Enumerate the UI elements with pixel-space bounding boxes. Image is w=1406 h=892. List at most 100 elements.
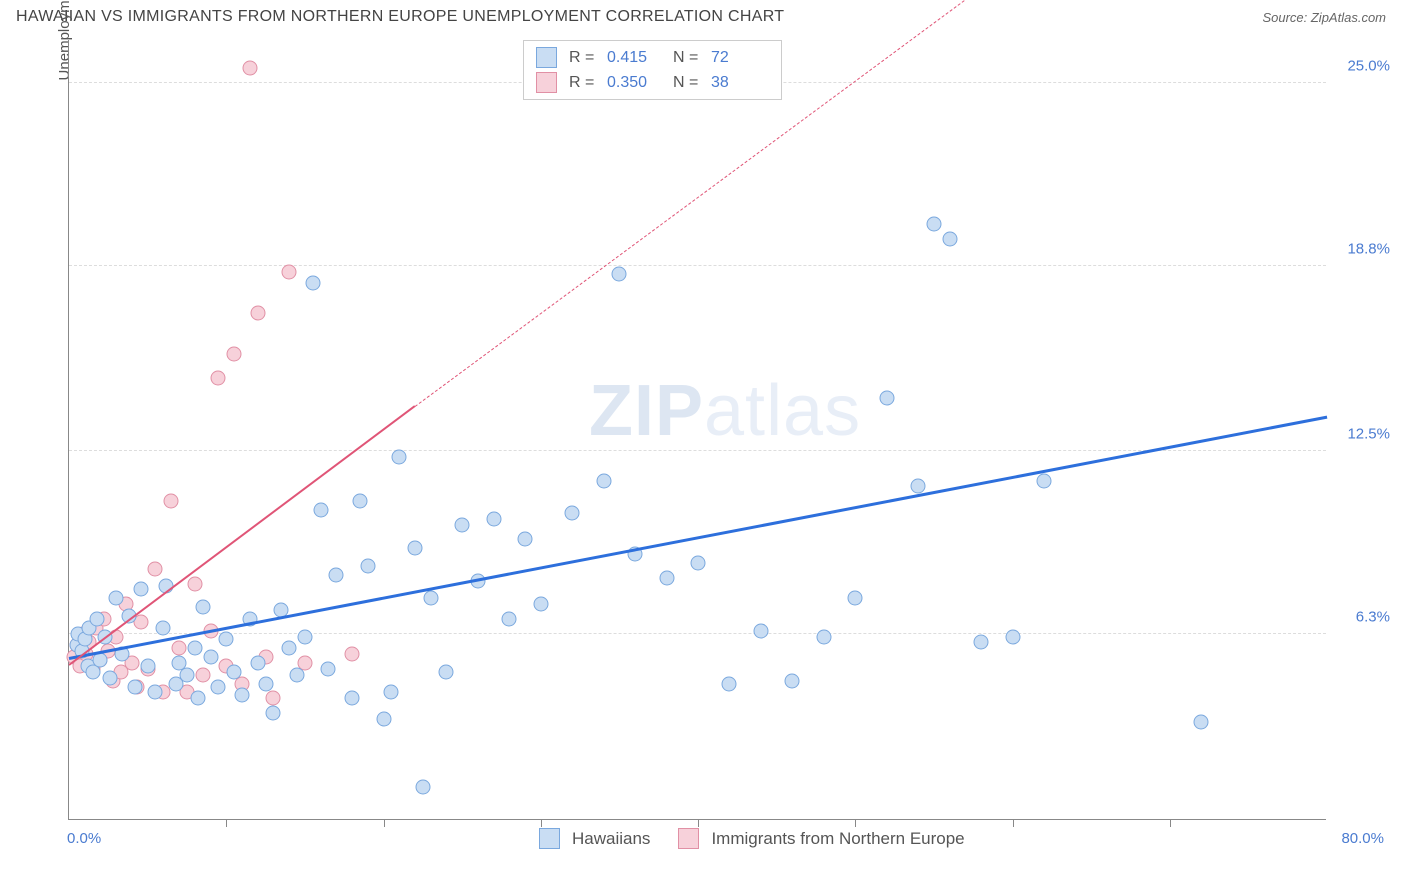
- series-legend: Hawaiians Immigrants from Northern Europe: [539, 828, 965, 849]
- data-point: [423, 591, 438, 606]
- data-point: [102, 670, 117, 685]
- data-point: [407, 541, 422, 556]
- x-axis-label: 80.0%: [1341, 830, 1384, 847]
- legend-n-value: 72: [711, 49, 769, 67]
- trend-line: [69, 416, 1328, 660]
- data-point: [190, 691, 205, 706]
- data-point: [533, 597, 548, 612]
- data-point: [518, 532, 533, 547]
- data-point: [179, 667, 194, 682]
- data-point: [486, 511, 501, 526]
- data-point: [242, 61, 257, 76]
- data-point: [565, 505, 580, 520]
- legend-r-value: 0.350: [607, 74, 665, 92]
- legend-r-label: R =: [569, 74, 599, 92]
- data-point: [266, 706, 281, 721]
- y-tick-label: 6.3%: [1356, 608, 1390, 625]
- data-point: [195, 600, 210, 615]
- data-point: [250, 305, 265, 320]
- legend-series-name: Immigrants from Northern Europe: [711, 829, 964, 849]
- data-point: [753, 623, 768, 638]
- data-point: [321, 661, 336, 676]
- data-point: [439, 664, 454, 679]
- data-point: [258, 676, 273, 691]
- legend-series-name: Hawaiians: [572, 829, 650, 849]
- data-point: [282, 641, 297, 656]
- x-tick: [855, 819, 856, 827]
- legend-r-label: R =: [569, 49, 599, 67]
- source-label: Source: ZipAtlas.com: [1262, 10, 1386, 25]
- data-point: [227, 664, 242, 679]
- y-tick-label: 12.5%: [1347, 426, 1390, 443]
- data-point: [313, 502, 328, 517]
- data-point: [134, 582, 149, 597]
- data-point: [128, 679, 143, 694]
- data-point: [1005, 629, 1020, 644]
- y-tick-label: 18.8%: [1347, 240, 1390, 257]
- x-tick: [698, 819, 699, 827]
- legend-swatch: [536, 47, 557, 68]
- data-point: [290, 667, 305, 682]
- x-axis-label: 0.0%: [67, 830, 101, 847]
- data-point: [345, 691, 360, 706]
- data-point: [305, 276, 320, 291]
- data-point: [974, 635, 989, 650]
- legend-swatch: [539, 828, 560, 849]
- data-point: [90, 611, 105, 626]
- data-point: [211, 679, 226, 694]
- data-point: [502, 611, 517, 626]
- data-point: [282, 264, 297, 279]
- data-point: [352, 494, 367, 509]
- data-point: [164, 494, 179, 509]
- data-point: [1194, 714, 1209, 729]
- data-point: [187, 641, 202, 656]
- data-point: [172, 641, 187, 656]
- data-point: [329, 567, 344, 582]
- data-point: [203, 650, 218, 665]
- data-point: [926, 217, 941, 232]
- data-point: [360, 558, 375, 573]
- y-tick-label: 25.0%: [1347, 58, 1390, 75]
- x-tick: [1013, 819, 1014, 827]
- chart-title: HAWAIIAN VS IMMIGRANTS FROM NORTHERN EUR…: [16, 8, 784, 26]
- legend-n-label: N =: [673, 74, 703, 92]
- data-point: [219, 632, 234, 647]
- data-point: [148, 685, 163, 700]
- data-point: [879, 391, 894, 406]
- data-point: [211, 370, 226, 385]
- data-point: [942, 232, 957, 247]
- data-point: [227, 346, 242, 361]
- data-point: [691, 555, 706, 570]
- plot-area: ZIPatlas 6.3%12.5%18.8%25.0%0.0%80.0%R =…: [68, 40, 1326, 820]
- data-point: [266, 691, 281, 706]
- data-point: [297, 629, 312, 644]
- x-tick: [384, 819, 385, 827]
- legend-n-label: N =: [673, 49, 703, 67]
- data-point: [109, 591, 124, 606]
- legend-swatch: [678, 828, 699, 849]
- legend-n-value: 38: [711, 74, 769, 92]
- data-point: [187, 576, 202, 591]
- data-point: [596, 473, 611, 488]
- x-tick: [226, 819, 227, 827]
- data-point: [455, 517, 470, 532]
- data-point: [148, 561, 163, 576]
- gridline: [69, 265, 1326, 266]
- legend-swatch: [536, 72, 557, 93]
- legend-r-value: 0.415: [607, 49, 665, 67]
- gridline: [69, 633, 1326, 634]
- x-tick: [541, 819, 542, 827]
- data-point: [195, 667, 210, 682]
- data-point: [250, 656, 265, 671]
- data-point: [415, 779, 430, 794]
- data-point: [234, 688, 249, 703]
- data-point: [612, 267, 627, 282]
- correlation-legend: R = 0.415 N = 72 R = 0.350 N = 38: [523, 40, 782, 100]
- data-point: [156, 620, 171, 635]
- watermark: ZIPatlas: [589, 370, 861, 452]
- data-point: [140, 658, 155, 673]
- data-point: [345, 647, 360, 662]
- data-point: [1036, 473, 1051, 488]
- data-point: [785, 673, 800, 688]
- data-point: [376, 711, 391, 726]
